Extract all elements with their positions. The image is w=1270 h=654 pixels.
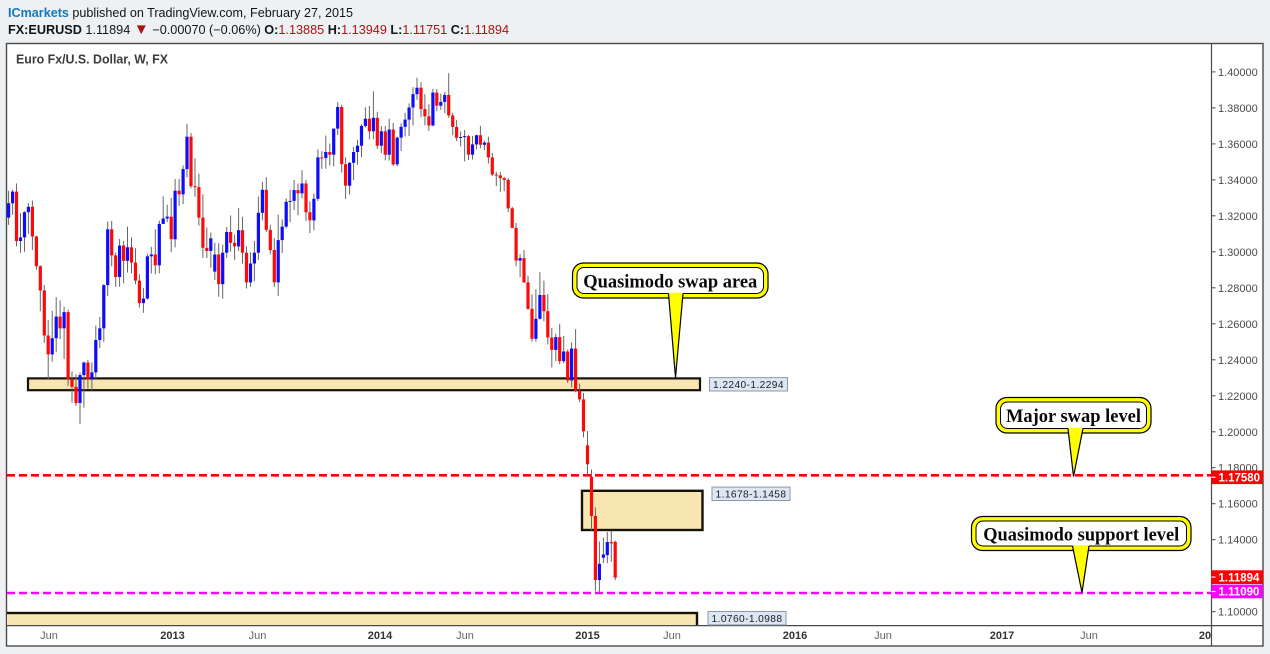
svg-text:1.32000: 1.32000 [1218,211,1258,223]
svg-text:Quasimodo swap area: Quasimodo swap area [583,272,757,293]
svg-text:Quasimodo support level: Quasimodo support level [983,525,1179,546]
svg-text:2015: 2015 [575,630,599,642]
svg-text:1.40000: 1.40000 [1218,67,1258,79]
svg-text:2016: 2016 [783,630,807,642]
svg-text:Jun: Jun [40,630,58,642]
svg-text:1.24000: 1.24000 [1218,355,1258,367]
svg-text:Jun: Jun [456,630,474,642]
svg-text:20: 20 [1199,630,1211,642]
svg-text:2014: 2014 [368,630,393,642]
svg-text:Major swap level: Major swap level [1006,406,1141,427]
svg-text:1.36000: 1.36000 [1218,139,1258,151]
svg-text:1.11090: 1.11090 [1219,587,1260,599]
svg-text:1.11894: 1.11894 [1219,572,1261,584]
svg-text:2013: 2013 [160,630,184,642]
svg-text:1.26000: 1.26000 [1218,319,1258,331]
svg-text:1.17580: 1.17580 [1219,472,1261,484]
svg-text:1.10000: 1.10000 [1218,607,1258,619]
svg-text:FX:EURUSD 1.11894 ▼ −0.00070 (: FX:EURUSD 1.11894 ▼ −0.00070 (−0.06%) O:… [8,21,509,38]
svg-text:1.20000: 1.20000 [1218,427,1258,439]
svg-text:Jun: Jun [1080,630,1098,642]
svg-text:ICmarkets published on Trading: ICmarkets published on TradingView.com, … [8,6,353,20]
svg-text:1.28000: 1.28000 [1218,283,1258,295]
svg-text:1.22000: 1.22000 [1218,391,1258,403]
svg-text:1.1678-1.1458: 1.1678-1.1458 [716,490,787,501]
svg-text:Jun: Jun [874,630,892,642]
svg-text:1.0760-1.0988: 1.0760-1.0988 [712,614,783,625]
svg-text:1.14000: 1.14000 [1218,535,1258,547]
svg-text:1.30000: 1.30000 [1218,247,1258,259]
svg-text:1.38000: 1.38000 [1218,103,1258,115]
svg-text:Euro Fx/U.S. Dollar, W, FX: Euro Fx/U.S. Dollar, W, FX [16,53,169,67]
svg-text:Jun: Jun [663,630,681,642]
svg-text:1.2240-1.2294: 1.2240-1.2294 [713,380,784,391]
svg-text:1.34000: 1.34000 [1218,175,1258,187]
svg-text:2017: 2017 [990,630,1014,642]
svg-text:1.16000: 1.16000 [1218,499,1258,511]
svg-text:Jun: Jun [249,630,267,642]
